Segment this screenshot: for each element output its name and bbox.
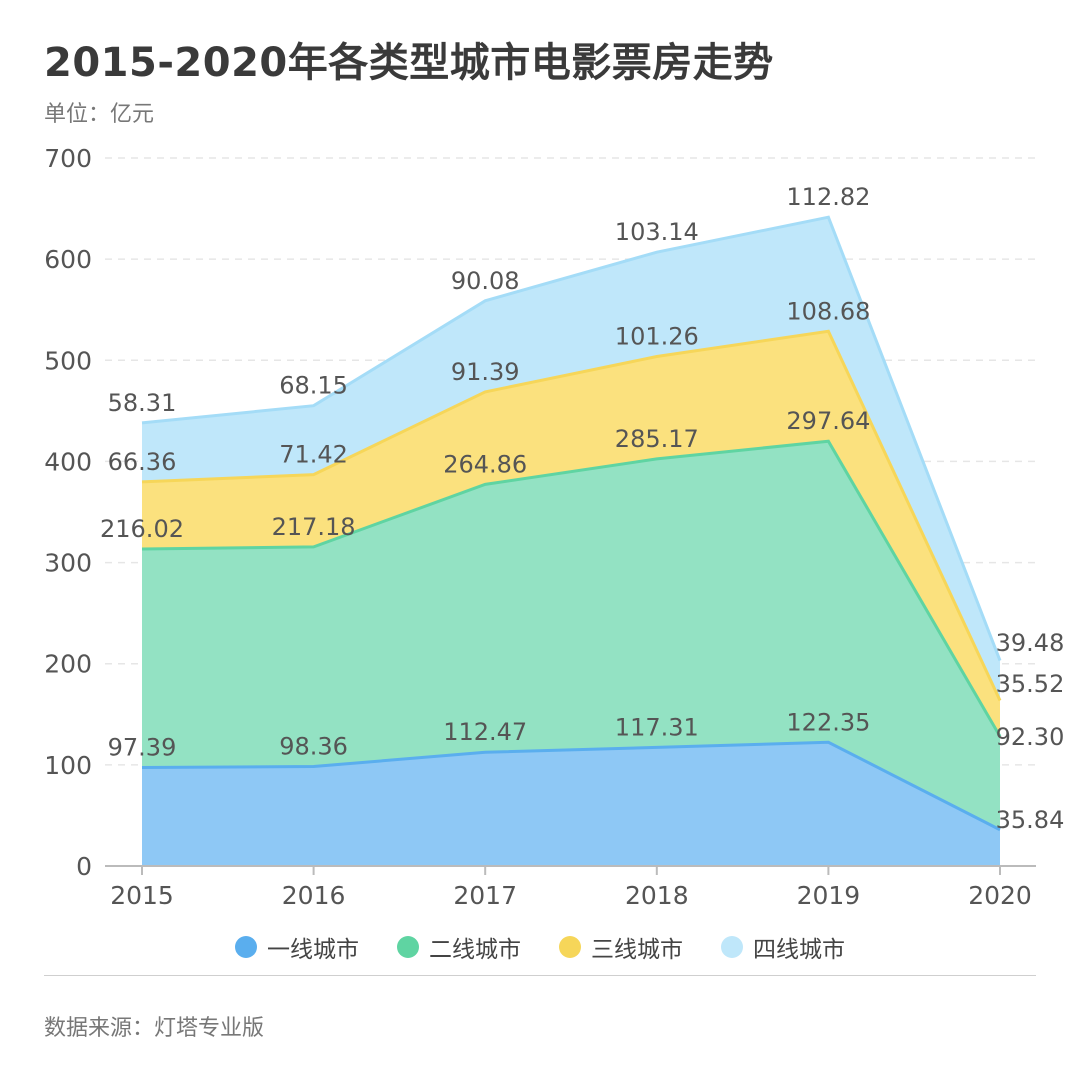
line-tier4	[141, 215, 1002, 662]
data-label-tier1: 117.31	[615, 713, 699, 741]
data-label-tier2: 264.86	[443, 450, 527, 478]
legend-label-tier3: 三线城市	[591, 937, 683, 963]
data-label-tier3: 35.52	[996, 670, 1065, 698]
x-tick-label: 2017	[453, 881, 517, 910]
legend-label-tier1: 一线城市	[267, 937, 359, 963]
data-label-tier3: 66.36	[108, 448, 177, 476]
data-label-tier4: 90.08	[451, 267, 520, 295]
data-label-tier1: 98.36	[279, 733, 348, 761]
stacked-area-chart: 0 100 200 300 400 500 600 700 2015 2016 2017 2018 20…	[44, 144, 1065, 910]
data-label-tier3: 108.68	[786, 297, 870, 325]
line-tier2	[141, 439, 1002, 738]
data-label-tier2: 285.17	[615, 425, 699, 453]
legend-item-tier4[interactable]: 四线城市	[721, 930, 845, 964]
y-tick-label: 400	[44, 447, 92, 476]
legend-label-tier2: 二线城市	[429, 937, 521, 963]
y-tick-label: 500	[44, 346, 92, 375]
legend-label-tier4: 四线城市	[753, 937, 845, 963]
data-label-tier2: 217.18	[272, 513, 356, 541]
y-tick-label: 0	[76, 852, 92, 881]
data-source: 数据来源：灯塔专业版	[44, 1016, 265, 1041]
chart-title: 2015-2020年各类型城市电影票房走势	[44, 40, 774, 86]
area-tier1	[142, 742, 1000, 866]
legend-item-tier2[interactable]: 二线城市	[397, 930, 521, 964]
data-label-tier3: 71.42	[279, 441, 348, 469]
legend-item-tier3[interactable]: 三线城市	[559, 930, 683, 964]
x-tick-label: 2015	[110, 881, 174, 910]
data-label-tier4: 103.14	[615, 218, 699, 246]
data-label-tier2: 216.02	[100, 515, 184, 543]
footer-divider	[44, 975, 1036, 976]
data-label-tier4: 39.48	[996, 629, 1065, 657]
data-label-tier4: 112.82	[786, 183, 870, 211]
legend-swatch-tier1	[235, 936, 257, 958]
line-tier1	[141, 740, 1001, 832]
chart-legend: 一线城市 二线城市 三线城市 四线城市	[0, 930, 1080, 964]
legend-item-tier1[interactable]: 一线城市	[235, 930, 359, 964]
line-tier3	[141, 329, 1002, 702]
data-label-tier2: 297.64	[786, 407, 870, 435]
x-tick-label: 2016	[282, 881, 346, 910]
y-tick-label: 600	[44, 245, 92, 274]
y-tick-label: 700	[44, 144, 92, 173]
legend-swatch-tier3	[559, 936, 581, 958]
data-label-tier4: 68.15	[279, 372, 348, 400]
data-label-tier3: 101.26	[615, 323, 699, 351]
legend-swatch-tier2	[397, 936, 419, 958]
data-label-tier1: 97.39	[108, 733, 177, 761]
data-label-tier1: 122.35	[786, 708, 870, 736]
y-tick-label: 200	[44, 650, 92, 679]
data-label-tier4: 58.31	[108, 389, 177, 417]
x-tick-label: 2020	[968, 881, 1032, 910]
data-label-tier2: 92.30	[996, 723, 1065, 751]
legend-swatch-tier4	[721, 936, 743, 958]
data-label-tier3: 91.39	[451, 358, 520, 386]
y-tick-label: 300	[44, 549, 92, 578]
data-label-tier1: 35.84	[996, 806, 1065, 834]
data-label-tier1: 112.47	[443, 718, 527, 746]
unit-label: 单位：亿元	[44, 102, 155, 127]
x-tick-label: 2018	[625, 881, 689, 910]
x-tick-label: 2019	[797, 881, 861, 910]
y-tick-label: 100	[44, 751, 92, 780]
